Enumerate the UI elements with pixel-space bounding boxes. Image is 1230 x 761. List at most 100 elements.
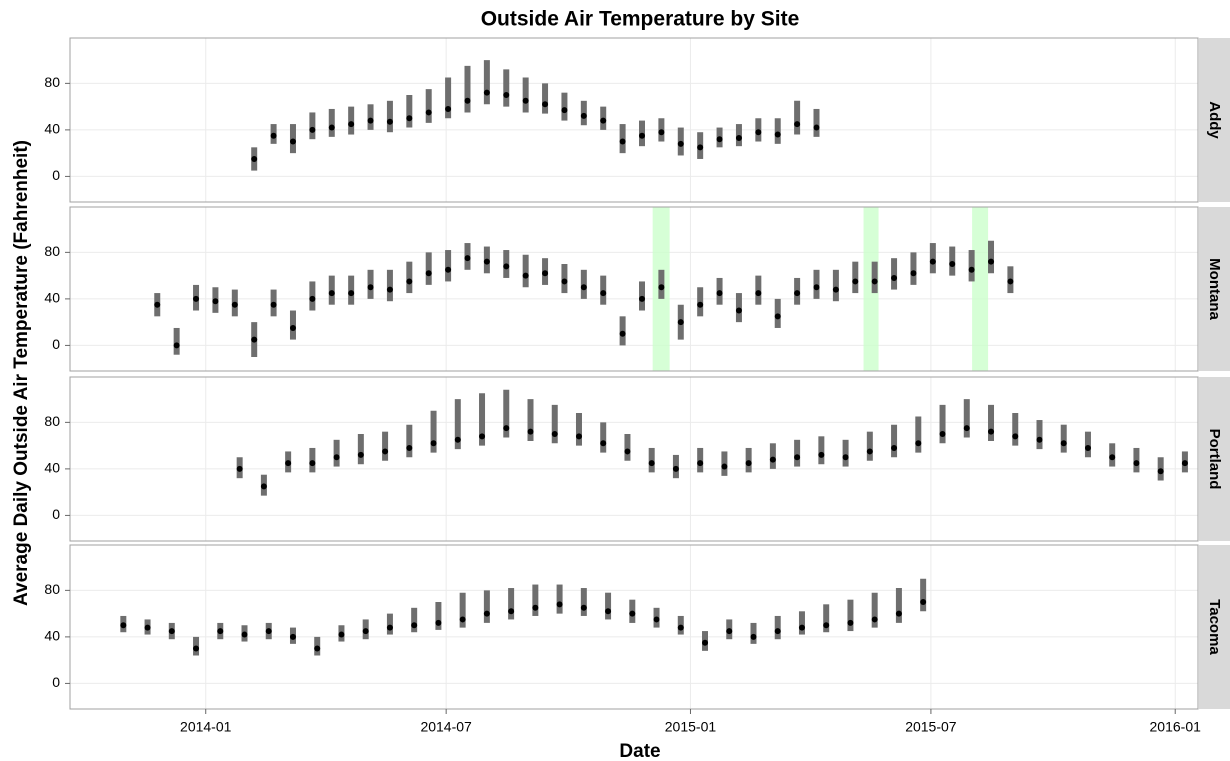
y-tick-label: 0 [52, 336, 60, 352]
point [794, 121, 801, 128]
point [454, 436, 461, 443]
point [891, 444, 898, 451]
point [726, 628, 733, 635]
point [755, 129, 762, 136]
point [798, 624, 805, 631]
point [212, 298, 219, 305]
point [193, 645, 200, 652]
point [425, 270, 432, 277]
y-tick-label: 80 [44, 243, 60, 259]
point [542, 270, 549, 277]
point [464, 255, 471, 262]
point [120, 622, 127, 629]
point [813, 124, 820, 131]
point [522, 272, 529, 279]
point [629, 610, 636, 617]
point [483, 258, 490, 265]
point [479, 433, 486, 440]
point [362, 628, 369, 635]
panel-background [70, 207, 1198, 371]
point [309, 295, 316, 302]
point [556, 601, 563, 608]
point [406, 278, 413, 285]
point [939, 430, 946, 437]
point [988, 428, 995, 435]
point [702, 639, 709, 646]
point [367, 117, 374, 124]
x-tick-label: 2015-01 [665, 719, 717, 735]
panel-border [69, 37, 1199, 203]
point [542, 101, 549, 108]
point [193, 295, 200, 302]
point [236, 465, 243, 472]
point [580, 284, 587, 291]
point [241, 631, 248, 638]
y-tick-label: 40 [44, 121, 60, 137]
point [551, 430, 558, 437]
point [386, 286, 393, 293]
point [503, 263, 510, 270]
panel-background [70, 38, 1198, 202]
point [605, 608, 612, 615]
point [697, 144, 704, 151]
point [289, 138, 296, 145]
point [716, 136, 723, 143]
point [386, 118, 393, 125]
point [769, 456, 776, 463]
point [949, 260, 956, 267]
point [735, 307, 742, 314]
point [338, 631, 345, 638]
point [847, 619, 854, 626]
x-tick-label: 2014-01 [180, 719, 232, 735]
point [658, 129, 665, 136]
y-tick-label: 40 [44, 628, 60, 644]
point [823, 622, 830, 629]
point [1036, 436, 1043, 443]
point [314, 645, 321, 652]
strip [1199, 377, 1230, 541]
point [842, 454, 849, 461]
point [624, 448, 631, 455]
point [716, 290, 723, 297]
point [522, 97, 529, 104]
point [289, 633, 296, 640]
point [677, 319, 684, 326]
point [168, 628, 175, 635]
point [459, 616, 466, 623]
strip [1199, 207, 1230, 371]
point [1060, 440, 1067, 447]
point [891, 274, 898, 281]
point [963, 425, 970, 432]
point [251, 336, 258, 343]
point [561, 107, 568, 114]
point [672, 465, 679, 472]
point [483, 89, 490, 96]
point [357, 451, 364, 458]
point [813, 284, 820, 291]
point [435, 619, 442, 626]
point [1157, 468, 1164, 475]
point [309, 460, 316, 467]
strip-label: Addy [1206, 101, 1223, 139]
point [871, 278, 878, 285]
point [445, 105, 452, 112]
point [561, 278, 568, 285]
panel-border [69, 206, 1199, 372]
point [1109, 454, 1116, 461]
strip [1199, 545, 1230, 709]
point [503, 91, 510, 98]
point [144, 624, 151, 631]
point [697, 301, 704, 308]
point [270, 132, 277, 139]
point [309, 126, 316, 133]
point [527, 428, 534, 435]
highlight-band [863, 207, 879, 371]
point [508, 608, 515, 615]
point [445, 266, 452, 273]
point [251, 155, 258, 162]
point [231, 301, 238, 308]
panel-border [69, 376, 1199, 542]
point [270, 301, 277, 308]
y-tick-label: 40 [44, 290, 60, 306]
